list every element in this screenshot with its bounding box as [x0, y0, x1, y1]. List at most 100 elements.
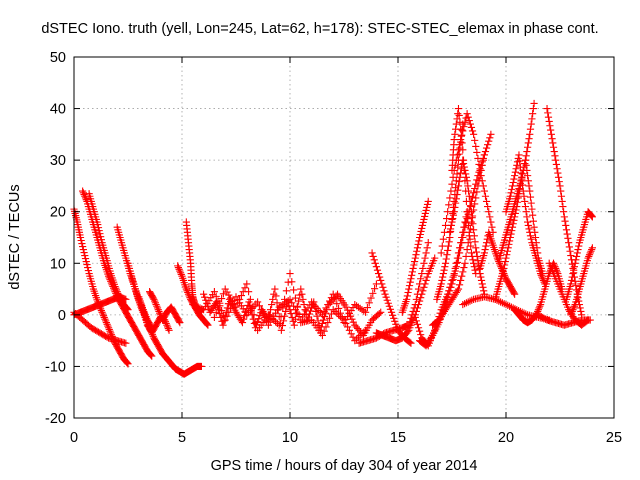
y-tick-label: 50 [50, 50, 66, 66]
data-point [567, 311, 575, 319]
data-point [107, 329, 115, 337]
data-point [537, 271, 545, 279]
data-point [512, 165, 520, 173]
data-point [124, 360, 132, 368]
y-axis-label: dSTEC / TECUs [7, 184, 23, 289]
data-point [587, 211, 595, 219]
data-point [381, 290, 389, 298]
series-3 [85, 190, 132, 314]
data-point [446, 194, 454, 202]
data-point [501, 257, 509, 266]
data-point [342, 303, 350, 311]
data-point [470, 189, 478, 197]
data-point [455, 111, 463, 120]
data-point [209, 291, 217, 299]
data-point [176, 318, 184, 327]
data-point [94, 221, 102, 229]
data-point [459, 268, 467, 276]
data-point [291, 315, 299, 323]
data-point [495, 257, 503, 266]
data-point [277, 326, 285, 334]
data-point [216, 309, 224, 318]
data-point [212, 309, 220, 317]
data-point [202, 319, 211, 328]
data-point [570, 263, 578, 271]
data-point [521, 156, 530, 164]
data-point [461, 223, 469, 231]
data-point [365, 299, 373, 307]
data-point [377, 308, 385, 316]
y-tick-label: 30 [50, 153, 66, 169]
data-point [588, 245, 596, 254]
data-point [153, 304, 162, 312]
data-point [552, 156, 560, 164]
data-point [422, 276, 430, 285]
data-point [266, 312, 274, 321]
data-point [421, 254, 429, 262]
data-point [471, 238, 479, 246]
data-point [466, 120, 474, 128]
data-point [409, 264, 417, 273]
data-point [470, 263, 478, 271]
data-point [446, 225, 455, 233]
data-point [547, 126, 555, 134]
data-point [80, 190, 88, 199]
data-point [415, 237, 423, 245]
data-point [320, 312, 329, 321]
series-25 [448, 104, 480, 278]
plot-frame [73, 56, 615, 419]
data-point [104, 324, 113, 332]
data-point [101, 315, 109, 323]
data-point [412, 317, 420, 325]
data-point [530, 99, 538, 108]
data-point [455, 281, 464, 289]
data-point [421, 280, 429, 288]
data-point [468, 296, 476, 304]
data-point [414, 300, 423, 309]
data-point [521, 159, 529, 168]
data-point [207, 294, 215, 302]
data-point [451, 267, 459, 275]
data-point [519, 187, 527, 195]
data-point [524, 221, 532, 230]
data-point [427, 333, 436, 341]
data-point [111, 282, 119, 291]
data-point [338, 314, 346, 322]
data-point [524, 218, 532, 226]
data-point [455, 150, 463, 158]
data-point [573, 249, 581, 257]
data-point [329, 306, 337, 314]
data-point [417, 294, 425, 302]
data-point [412, 295, 420, 303]
data-point [543, 104, 551, 113]
data-point [298, 290, 306, 298]
data-point [423, 203, 431, 212]
data-point [500, 300, 508, 308]
data-point [473, 148, 481, 157]
data-point [481, 245, 489, 254]
data-point [345, 309, 353, 317]
data-point [445, 201, 453, 209]
data-point [466, 197, 474, 205]
data-point [447, 283, 455, 291]
data-point [290, 286, 298, 294]
data-point [438, 242, 446, 250]
data-point [508, 185, 516, 193]
data-point [192, 302, 200, 310]
data-point [484, 202, 492, 211]
data-point [588, 213, 596, 221]
data-point [288, 313, 296, 322]
data-point [526, 228, 534, 236]
data-point [162, 319, 170, 328]
data-point [410, 261, 418, 269]
data-point [404, 288, 412, 297]
data-point [376, 273, 384, 281]
data-point [281, 295, 289, 303]
data-point [448, 280, 456, 288]
data-point [236, 295, 244, 303]
data-point [500, 261, 509, 269]
data-point [526, 125, 535, 133]
data-point [462, 173, 470, 181]
data-point [510, 289, 518, 297]
data-point [479, 156, 487, 164]
